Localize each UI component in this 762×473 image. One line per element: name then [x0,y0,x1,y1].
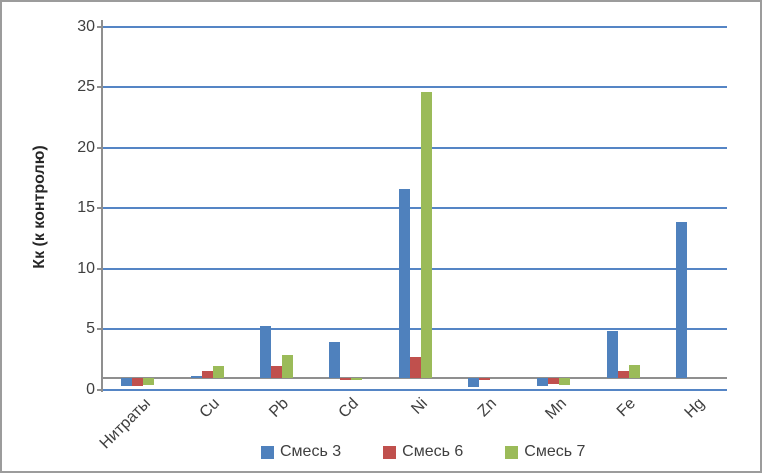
category-label: Нитраты [96,395,154,453]
bar [281,354,293,378]
gridline [103,86,727,89]
y-tick-label: 10 [77,259,95,277]
legend-label: Смесь 6 [402,443,464,460]
y-axis-tick [97,267,103,270]
y-axis-tick [97,328,103,331]
bar [270,365,282,378]
bar [398,188,410,378]
bar [628,365,640,378]
gridline [103,207,727,210]
legend-item: Смесь 6 [383,444,463,460]
legend: Смесь 3 Смесь 6 Смесь 7 [261,444,585,460]
category-label: Zn [475,395,501,421]
y-tick-label: 25 [77,78,95,96]
category-label: Cd [335,395,362,422]
category-label: Fe [613,395,640,421]
y-axis-tick [97,86,103,89]
y-axis-tick [97,389,103,391]
y-tick-label: 15 [77,199,95,217]
y-axis-title: Кк (к контролю) [31,145,48,269]
category-label: Pb [266,395,293,421]
bar [121,377,133,387]
bar [606,330,618,378]
bar [212,366,224,378]
gridline [103,389,727,391]
bar [143,377,155,385]
category-label: Hg [681,395,709,422]
y-tick-label: 0 [86,381,95,398]
category-label: Ni [408,395,432,418]
y-tick-label: 5 [86,320,95,338]
legend-item: Смесь 3 [261,444,341,460]
bar [409,357,421,378]
bar [420,92,432,378]
y-axis-tick [97,25,103,28]
bar [617,370,629,378]
gridline [103,267,727,270]
category-label: Mn [541,395,570,423]
bar [201,370,213,378]
y-tick-label: 30 [77,17,95,35]
legend-swatch [261,445,274,459]
bar [259,325,271,378]
gridline [103,328,727,331]
y-axis-line [101,20,103,392]
bar [675,221,687,378]
bar [351,377,363,381]
y-axis-tick [97,207,103,210]
bar [190,375,202,378]
gridline [103,25,727,28]
legend-swatch [383,445,397,459]
bar [329,341,341,378]
legend-swatch [505,445,519,459]
gridline [103,146,727,149]
bar [467,377,479,387]
bar [478,377,490,380]
y-axis-tick [97,146,103,149]
bar [132,377,144,386]
bar [548,377,560,384]
bar [559,377,571,386]
legend-label: Смесь 3 [280,443,342,460]
y-tick-label: 20 [77,138,95,156]
bar [537,377,549,387]
legend-item: Смесь 7 [505,444,585,460]
bar [340,377,352,381]
legend-label: Смесь 7 [524,443,586,460]
category-label: Cu [196,395,224,422]
